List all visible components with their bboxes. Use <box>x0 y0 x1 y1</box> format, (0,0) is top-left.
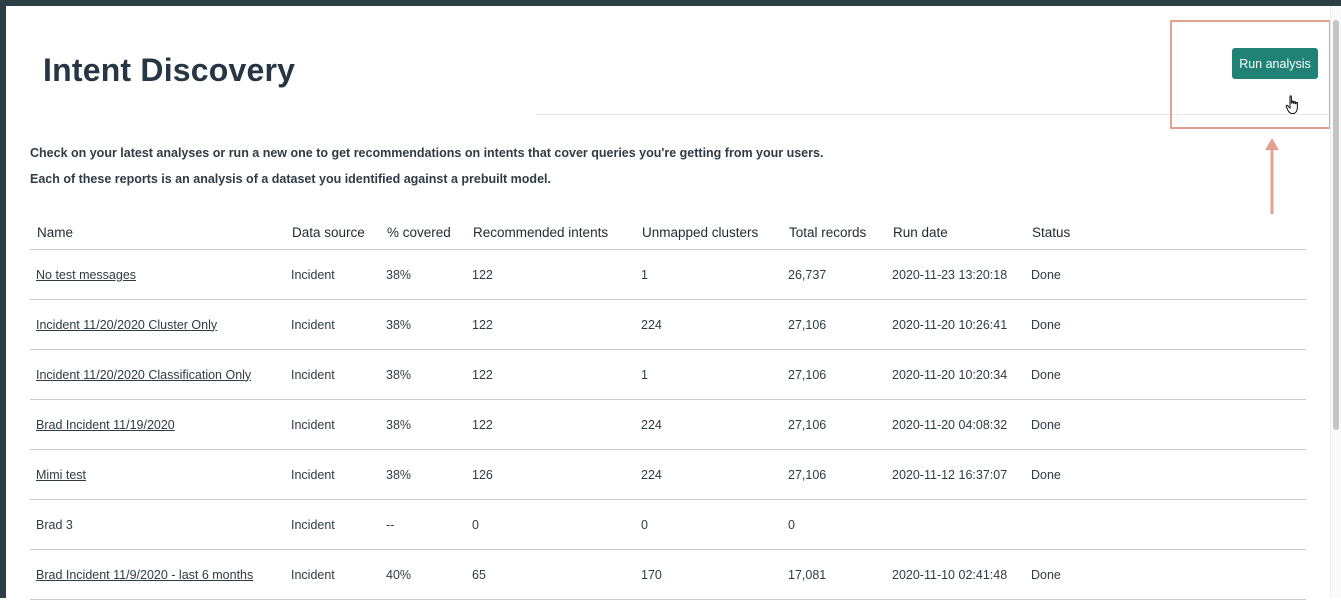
row-total-records: 0 <box>782 499 886 550</box>
row-recommended-intents: 122 <box>466 249 635 300</box>
row-covered: 38% <box>380 249 466 300</box>
row-covered: 38% <box>380 449 466 500</box>
row-run-date: 2020-11-10 02:41:48 <box>886 549 1025 600</box>
row-total-records: 27,106 <box>782 449 886 500</box>
row-covered: 38% <box>380 399 466 450</box>
row-data-source: Incident <box>285 449 380 500</box>
row-status: Done <box>1025 549 1306 600</box>
row-run-date: 2020-11-12 16:37:07 <box>886 449 1025 500</box>
row-recommended-intents: 122 <box>466 399 635 450</box>
row-status: Done <box>1025 349 1306 400</box>
description-line-2: Each of these reports is an analysis of … <box>30 172 551 186</box>
table-row: Brad 3 Incident -- 0 0 0 <box>30 499 1306 550</box>
header-divider <box>18 114 1328 115</box>
row-unmapped-clusters: 1 <box>635 349 782 400</box>
column-header-run-date[interactable]: Run date <box>886 216 1025 250</box>
row-data-source: Incident <box>285 249 380 300</box>
analysis-name-link[interactable]: Brad Incident 11/19/2020 <box>36 417 175 432</box>
analysis-name-link[interactable]: Incident 11/20/2020 Classification Only <box>36 367 252 382</box>
row-status: Done <box>1025 299 1306 350</box>
column-header-total-records[interactable]: Total records <box>782 216 886 250</box>
row-data-source: Incident <box>285 399 380 450</box>
row-total-records: 27,106 <box>782 399 886 450</box>
row-covered: 38% <box>380 299 466 350</box>
analysis-name-link[interactable]: Brad Incident 11/9/2020 - last 6 months <box>36 567 254 582</box>
column-header-data-source[interactable]: Data source <box>285 216 380 250</box>
row-run-date: 2020-11-20 04:08:32 <box>886 399 1025 450</box>
analysis-name-link[interactable]: Incident 11/20/2020 Cluster Only <box>36 317 218 332</box>
row-unmapped-clusters: 1 <box>635 249 782 300</box>
row-total-records: 27,106 <box>782 299 886 350</box>
row-name-cell: Incident 11/20/2020 Cluster Only <box>30 299 285 350</box>
column-header-status[interactable]: Status <box>1025 216 1306 250</box>
table-header-row: Name Data source % covered Recommended i… <box>30 216 1306 250</box>
hand-pointer-icon <box>1285 95 1298 114</box>
description-line-1: Check on your latest analyses or run a n… <box>30 146 824 160</box>
row-unmapped-clusters: 224 <box>635 399 782 450</box>
row-total-records: 26,737 <box>782 249 886 300</box>
table-row: Brad Incident 11/19/2020 Incident 38% 12… <box>30 399 1306 450</box>
row-status <box>1025 499 1306 550</box>
row-run-date <box>886 499 1025 550</box>
row-recommended-intents: 65 <box>466 549 635 600</box>
page-title: Intent Discovery <box>43 52 296 88</box>
row-data-source: Incident <box>285 499 380 550</box>
row-name-cell: Brad Incident 11/9/2020 - last 6 months <box>30 549 285 600</box>
row-total-records: 27,106 <box>782 349 886 400</box>
table-row: Brad Incident 11/9/2020 - last 6 months … <box>30 549 1306 600</box>
row-unmapped-clusters: 224 <box>635 299 782 350</box>
highlight-annotation-box <box>1170 20 1331 129</box>
row-name-cell: No test messages <box>30 249 285 300</box>
row-run-date: 2020-11-20 10:20:34 <box>886 349 1025 400</box>
row-name-cell: Mimi test <box>30 449 285 500</box>
row-run-date: 2020-11-20 10:26:41 <box>886 299 1025 350</box>
row-status: Done <box>1025 249 1306 300</box>
table-row: No test messages Incident 38% 122 1 26,7… <box>30 249 1306 300</box>
row-total-records: 17,081 <box>782 549 886 600</box>
window-top-border <box>0 0 1341 6</box>
analysis-name-link[interactable]: No test messages <box>36 267 137 282</box>
column-header-unmapped-clusters[interactable]: Unmapped clusters <box>635 216 782 250</box>
run-analysis-button[interactable]: Run analysis <box>1232 48 1318 79</box>
row-data-source: Incident <box>285 549 380 600</box>
row-status: Done <box>1025 449 1306 500</box>
analysis-name-link[interactable]: Mimi test <box>36 467 86 482</box>
vertical-scrollbar[interactable] <box>1330 6 1341 598</box>
table-row: Mimi test Incident 38% 126 224 27,106 20… <box>30 449 1306 500</box>
window-left-border <box>0 0 6 598</box>
analysis-name-text: Brad 3 <box>36 517 73 532</box>
table-row: Incident 11/20/2020 Cluster Only Inciden… <box>30 299 1306 350</box>
column-header-recommended-intents[interactable]: Recommended intents <box>466 216 635 250</box>
row-recommended-intents: 0 <box>466 499 635 550</box>
row-name-cell: Brad Incident 11/19/2020 <box>30 399 285 450</box>
row-unmapped-clusters: 170 <box>635 549 782 600</box>
row-data-source: Incident <box>285 299 380 350</box>
row-recommended-intents: 126 <box>466 449 635 500</box>
arrow-up-icon <box>1265 138 1279 214</box>
row-name-cell: Incident 11/20/2020 Classification Only <box>30 349 285 400</box>
row-run-date: 2020-11-23 13:20:18 <box>886 249 1025 300</box>
analyses-table: Name Data source % covered Recommended i… <box>30 216 1306 600</box>
row-covered: -- <box>380 499 466 550</box>
row-unmapped-clusters: 0 <box>635 499 782 550</box>
row-covered: 40% <box>380 549 466 600</box>
row-covered: 38% <box>380 349 466 400</box>
table-row: Incident 11/20/2020 Classification Only … <box>30 349 1306 400</box>
row-status: Done <box>1025 399 1306 450</box>
row-data-source: Incident <box>285 349 380 400</box>
header-divider-gap <box>18 108 536 120</box>
row-unmapped-clusters: 224 <box>635 449 782 500</box>
row-name-cell: Brad 3 <box>30 499 285 550</box>
column-header-covered[interactable]: % covered <box>380 216 466 250</box>
row-recommended-intents: 122 <box>466 349 635 400</box>
column-header-name[interactable]: Name <box>30 216 285 250</box>
scrollbar-thumb[interactable] <box>1333 20 1339 430</box>
row-recommended-intents: 122 <box>466 299 635 350</box>
